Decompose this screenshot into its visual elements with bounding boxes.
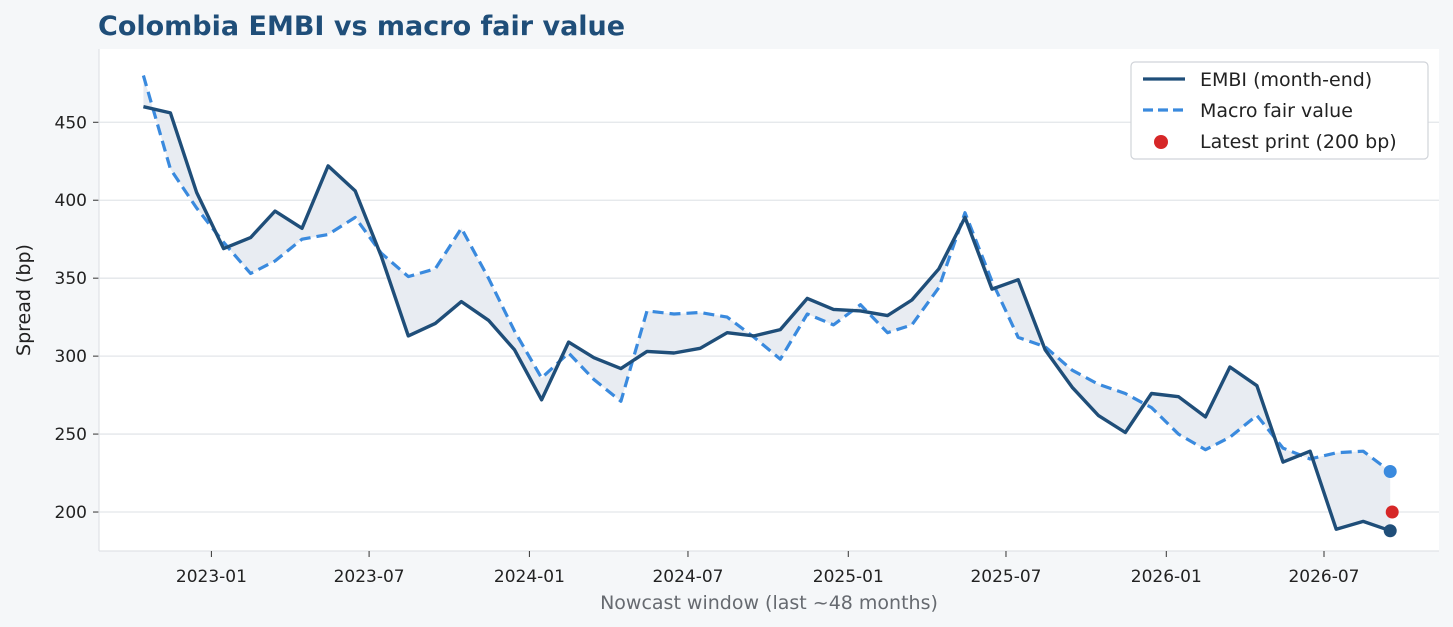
chart-title: Colombia EMBI vs macro fair value [98,11,625,42]
x-tick-label: 2024-01 [494,567,565,587]
series-line-embi [143,105,1391,533]
x-tick-label: 2025-01 [813,567,884,587]
y-tick-label: 250 [55,425,87,445]
legend-swatch-latest-print [1154,135,1168,149]
y-tick-label: 450 [55,113,87,133]
marker-latest-print [1385,505,1399,519]
legend-label-latest-print: Latest print (200 bp) [1200,131,1397,153]
legend-label-embi: EMBI (month-end) [1200,69,1372,91]
legend-box [1130,61,1429,160]
x-tick-label: 2025-07 [970,567,1041,587]
x-tick-label: 2026-07 [1288,567,1359,587]
y-tick-label: 300 [55,347,87,367]
x-tick-label: 2023-07 [334,567,405,587]
end-markers [1383,464,1399,538]
y-tick-label: 400 [55,191,87,211]
axes [93,49,1439,557]
y-tick-labels: 200 250 300 350 400 450 [55,113,87,523]
x-tick-labels: 2023-01 2023-07 2024-01 2024-07 2025-01 2025-… [176,567,1360,587]
marker-fair-value-last [1383,464,1397,478]
x-tick-label: 2023-01 [176,567,247,587]
x-tick-label: 2024-07 [652,567,723,587]
y-tick-label: 200 [55,503,87,523]
x-tick-label: 2026-01 [1131,567,1202,587]
marker-embi-last [1383,524,1397,538]
series-line-fair-value [141,75,1392,473]
legend: EMBI (month-end) Macro fair value Latest… [1130,61,1429,160]
legend-label-fair-value: Macro fair value [1200,100,1353,122]
y-tick-label: 350 [55,269,87,289]
y-axis-title: Spread (bp) [13,244,35,356]
series-lines [141,75,1392,533]
x-axis-title: Nowcast window (last ~48 months) [600,592,938,614]
